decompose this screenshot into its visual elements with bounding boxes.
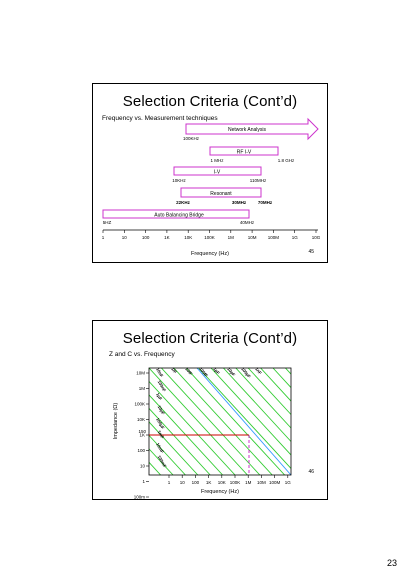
y-tick-label: 10M <box>136 371 145 376</box>
capacitance-label: 10μF <box>157 405 166 416</box>
axis-tick-label: 10M <box>248 235 257 240</box>
x-tick-label: 100M <box>269 480 281 485</box>
bar-auto-balancing-bridge-label: Auto Balancing Bridge <box>154 213 204 219</box>
capacitance-line <box>285 368 327 475</box>
capacitance-line <box>223 368 321 475</box>
capacitance-line <box>273 368 327 475</box>
x-tick-label: 1G <box>285 480 292 485</box>
bar-iv-label: I-V <box>214 170 221 176</box>
y-axis-label: Impedance (Ω) <box>113 403 119 440</box>
capacitance-line <box>236 368 327 475</box>
bar-rf-iv-start: 1 MHz <box>210 158 224 163</box>
capacitance-line <box>186 368 284 475</box>
capacitance-label: 1μF <box>155 392 163 401</box>
y-tick-label: 10 <box>140 464 146 469</box>
capacitance-line <box>298 368 327 475</box>
bar-rf-iv-end: 1.8 GHz <box>278 158 295 163</box>
y-tick-label: 1 <box>142 479 145 484</box>
frequency-axis-label: Frequency (Hz) <box>191 251 229 257</box>
capacitance-label: 10mF <box>155 442 165 454</box>
x-tick-label: 1K <box>206 480 212 485</box>
bar-resonant-start: 22KHz <box>176 200 191 205</box>
slide-number: 45 <box>308 249 314 255</box>
bar-network-analysis-start: 100KHz <box>183 136 200 141</box>
axis-tick-label: 1G <box>292 235 299 240</box>
bar-auto-balancing-bridge-end: 40MHz <box>240 220 255 225</box>
y-axis-ticks: 10M 1M 100K 10K 1K 100 10 1 100m <box>134 371 149 499</box>
capacitance-label: 100μF <box>155 417 166 430</box>
capacitance-label: 100mF <box>157 455 168 469</box>
capacitance-lines <box>93 368 327 475</box>
axis-tick-label: 100M <box>268 235 280 240</box>
slide-z-and-c: Selection Criteria (Cont’d) Z and C vs. … <box>92 320 328 500</box>
capacitance-line <box>261 368 327 475</box>
axis-tick-label: 100 <box>142 235 150 240</box>
slide-frequency-techniques: Selection Criteria (Cont’d) Frequency vs… <box>92 83 328 263</box>
bar-rf-iv-label: RF I-V <box>237 150 252 156</box>
bar-resonant-end: 30MHz <box>232 200 247 205</box>
axis-tick-label: 1 <box>102 235 105 240</box>
bar-iv-start: 10KHz <box>172 178 186 183</box>
bar-resonant-label: Resonant <box>210 191 232 197</box>
x-axis-label: Frequency (Hz) <box>201 489 239 495</box>
impedance-chart: 10M 1M 100K 10K 1K 100 10 1 100m 150 1 10 100 1K 10K… <box>93 321 327 499</box>
x-tick-label: 100K <box>230 480 241 485</box>
axis-tick-label: 1M <box>228 235 235 240</box>
technique-chart: Network Analysis 100KHz RF I-V 1 MHz 1.8… <box>93 84 327 262</box>
x-tick-label: 10 <box>180 480 186 485</box>
x-tick-label: 100 <box>192 480 200 485</box>
y-tick-label: 100 <box>137 448 145 453</box>
axis-tick-label: 10G <box>312 235 321 240</box>
y-tick-label: 10K <box>137 417 145 422</box>
capacitance-line <box>211 368 309 475</box>
axis-tick-label: 100K <box>204 235 215 240</box>
x-tick-label: 1 <box>168 480 171 485</box>
y-tick-label: 100K <box>134 402 145 407</box>
x-tick-label: 10K <box>218 480 226 485</box>
bar-resonant-extra: 70MHz <box>258 200 273 205</box>
bar-network-analysis-label: Network Analysis <box>228 127 267 133</box>
frequency-axis-ticks: 1 10 100 1K 10K 100K 1M 10M 100M 1G 10G <box>102 230 321 240</box>
capacitance-line <box>199 368 297 475</box>
slide-number: 46 <box>308 469 314 475</box>
capacitance-line <box>93 368 161 475</box>
y-tick-label: 1M <box>139 386 146 391</box>
x-tick-label: 10M <box>257 480 266 485</box>
bar-auto-balancing-bridge-start: 5HZ <box>103 220 112 225</box>
page-number: 23 <box>387 558 397 568</box>
y-extra-tick-label: 150 <box>138 429 146 434</box>
axis-tick-label: 10 <box>122 235 128 240</box>
bar-iv-end: 110MHz <box>250 178 267 183</box>
capacitance-line <box>174 368 272 475</box>
x-tick-label: 1M <box>245 480 252 485</box>
axis-tick-label: 10K <box>184 235 192 240</box>
capacitance-line <box>137 368 235 475</box>
y-tick-label: 100m <box>134 495 146 499</box>
x-axis-ticks: 1 10 100 1K 10K 100K 1M 10M 100M 1G <box>168 475 292 485</box>
axis-tick-label: 1K <box>164 235 170 240</box>
